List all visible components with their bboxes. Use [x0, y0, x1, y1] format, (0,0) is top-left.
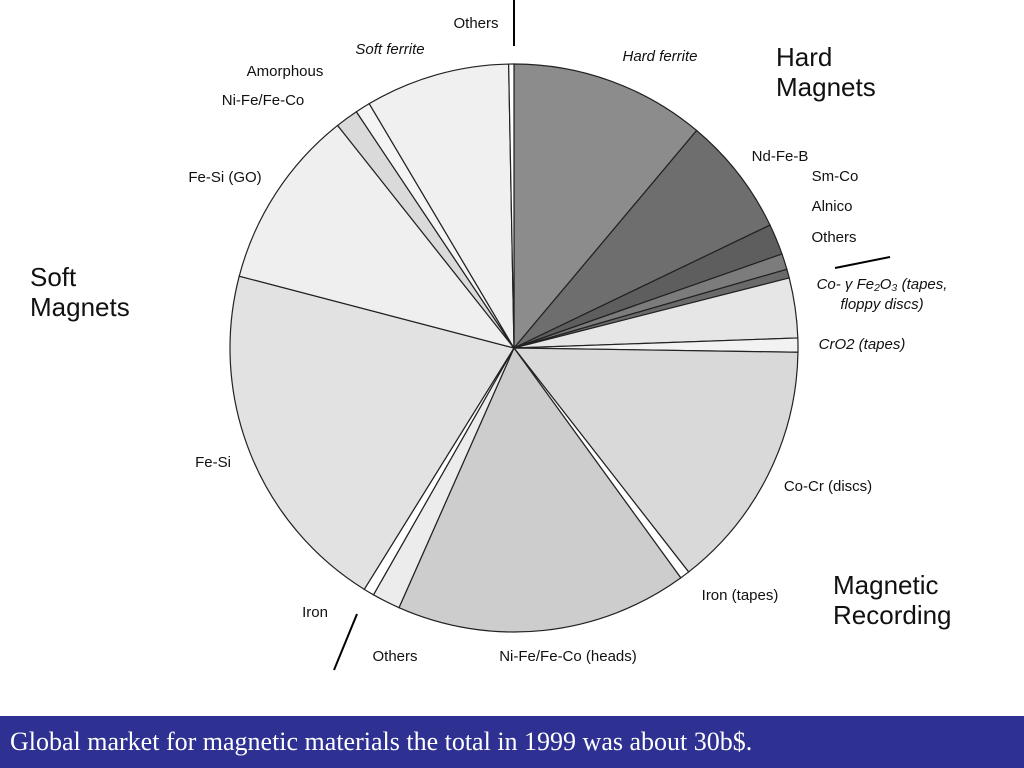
slice-label: Ni-Fe/Fe-Co	[221, 92, 305, 109]
slice-label: Amorphous	[246, 63, 324, 80]
pie-slice	[513, 129, 771, 349]
slice-label: Co-Cr (discs)	[783, 478, 873, 495]
slice-label: Co- γ Fe₂O₃ (tapes, floppy discs)	[816, 276, 948, 313]
slice-label: Nd-Fe-B	[751, 148, 809, 165]
pie-slice	[229, 275, 515, 591]
group-divider	[333, 613, 358, 671]
slice-label: Others	[372, 648, 418, 665]
slice-label: Fe-Si	[195, 454, 231, 471]
slice-label: Soft ferrite	[355, 41, 425, 58]
slice-label: Sm-Co	[811, 168, 859, 185]
group-divider	[834, 256, 891, 269]
chart	[229, 0, 891, 671]
group-label: Soft Magnets	[30, 262, 130, 322]
slice-label: Others	[453, 15, 499, 32]
pie-slice	[238, 124, 516, 350]
slice-label: Fe-Si (GO)	[188, 169, 262, 186]
pie-slice	[398, 346, 682, 633]
slice-label: Ni-Fe/Fe-Co (heads)	[499, 648, 637, 665]
slice-label: Iron (tapes)	[701, 587, 779, 604]
pie-slice	[508, 63, 515, 349]
group-label: Hard Magnets	[776, 42, 876, 102]
slice-label: Alnico	[811, 198, 853, 215]
pie-slice	[513, 63, 698, 350]
slice-label: Iron	[302, 604, 328, 621]
slice-label: Hard ferrite	[622, 48, 698, 65]
group-label: Magnetic Recording	[833, 570, 952, 630]
slice-label: CrO2 (tapes)	[818, 336, 906, 353]
slice-label: Others	[811, 229, 857, 246]
caption: Global market for magnetic materials the…	[0, 716, 1024, 768]
pie-slice	[512, 347, 799, 573]
pie-slice	[368, 63, 515, 351]
